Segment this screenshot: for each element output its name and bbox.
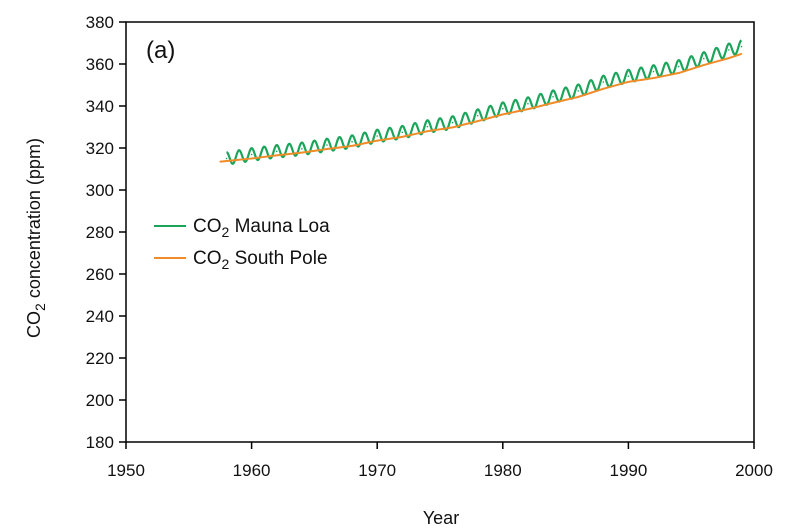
y-axis-title: CO2 concentration (ppm) bbox=[24, 138, 48, 338]
y-tick-label: 200 bbox=[86, 391, 114, 410]
data-point bbox=[401, 136, 404, 138]
legend-mauna-loa-prefix: CO bbox=[193, 216, 222, 237]
data-point bbox=[225, 157, 228, 160]
legend-south-pole-prefix: CO bbox=[193, 248, 222, 269]
x-tick-label: 1980 bbox=[484, 461, 522, 480]
y-tick-label: 260 bbox=[86, 265, 114, 284]
y-axis-title-suffix: concentration (ppm) bbox=[24, 138, 44, 303]
data-point bbox=[627, 75, 630, 77]
x-axis-title: Year bbox=[423, 508, 459, 528]
data-point bbox=[652, 77, 655, 79]
data-point bbox=[351, 140, 353, 143]
data-point bbox=[426, 125, 429, 128]
legend-label-south-pole: CO2 South Pole bbox=[193, 248, 328, 272]
y-tick-label: 380 bbox=[86, 13, 114, 32]
data-point bbox=[351, 145, 353, 147]
data-point bbox=[326, 144, 328, 146]
data-point bbox=[552, 102, 554, 104]
legend-mauna-loa-sub: 2 bbox=[222, 224, 230, 240]
data-point bbox=[602, 81, 605, 83]
data-point bbox=[301, 151, 303, 154]
data-point bbox=[376, 135, 379, 137]
data-point bbox=[728, 49, 730, 51]
data-point bbox=[677, 65, 680, 68]
data-point bbox=[250, 153, 253, 156]
data-point bbox=[740, 45, 743, 48]
data-point bbox=[728, 57, 730, 59]
data-point bbox=[219, 160, 221, 163]
data-point bbox=[451, 126, 454, 129]
y-tick-label: 340 bbox=[86, 97, 114, 116]
legend-mauna-loa-suffix: Mauna Loa bbox=[229, 216, 330, 237]
panel-label: (a) bbox=[146, 37, 175, 64]
data-point bbox=[376, 139, 379, 142]
data-point bbox=[577, 90, 579, 92]
y-tick-label: 180 bbox=[86, 433, 114, 452]
data-point bbox=[275, 150, 278, 153]
x-tick-label: 1990 bbox=[609, 461, 647, 480]
y-tick-label: 320 bbox=[86, 139, 114, 158]
data-point bbox=[577, 96, 579, 98]
series-layer bbox=[219, 39, 743, 165]
x-tick-label: 1960 bbox=[233, 461, 271, 480]
legend-south-pole-sub: 2 bbox=[222, 256, 230, 272]
data-point bbox=[677, 72, 680, 74]
ticks-layer: 1950 1960 1970 1980 1990 2000 180 200 220 240 260 2… bbox=[86, 13, 773, 480]
series-line-mauna-loa bbox=[225, 39, 743, 165]
data-point bbox=[326, 148, 328, 150]
data-point bbox=[275, 154, 278, 157]
data-point bbox=[301, 148, 303, 150]
data-point bbox=[502, 107, 504, 110]
data-point bbox=[476, 114, 479, 117]
data-point bbox=[652, 70, 655, 73]
x-tick-label: 2000 bbox=[735, 461, 773, 480]
data-point bbox=[552, 95, 554, 98]
data-point bbox=[476, 120, 479, 122]
y-tick-label: 220 bbox=[86, 349, 114, 368]
y-tick-label: 240 bbox=[86, 307, 114, 326]
data-point bbox=[527, 108, 529, 110]
data-point bbox=[250, 157, 253, 160]
y-axis-title-sub: 2 bbox=[32, 303, 48, 311]
data-point bbox=[451, 121, 454, 124]
data-point bbox=[426, 130, 429, 132]
data-point bbox=[527, 102, 529, 105]
data-point bbox=[401, 131, 404, 134]
data-point bbox=[502, 113, 504, 116]
x-tick-label: 1950 bbox=[107, 461, 145, 480]
legend-south-pole-suffix: South Pole bbox=[229, 248, 327, 269]
series-line-south-pole bbox=[220, 52, 742, 163]
data-point bbox=[602, 87, 605, 90]
data-point bbox=[702, 57, 705, 60]
data-point bbox=[740, 53, 743, 55]
legend: CO2 Mauna Loa CO2 South Pole bbox=[154, 216, 330, 272]
y-tick-label: 360 bbox=[86, 55, 114, 74]
y-tick-label: 300 bbox=[86, 181, 114, 200]
data-point bbox=[702, 64, 705, 66]
y-axis-title-prefix: CO bbox=[24, 311, 44, 338]
legend-label-mauna-loa: CO2 Mauna Loa bbox=[193, 216, 330, 240]
data-point bbox=[627, 81, 630, 83]
y-tick-label: 280 bbox=[86, 223, 114, 242]
x-tick-label: 1970 bbox=[358, 461, 396, 480]
